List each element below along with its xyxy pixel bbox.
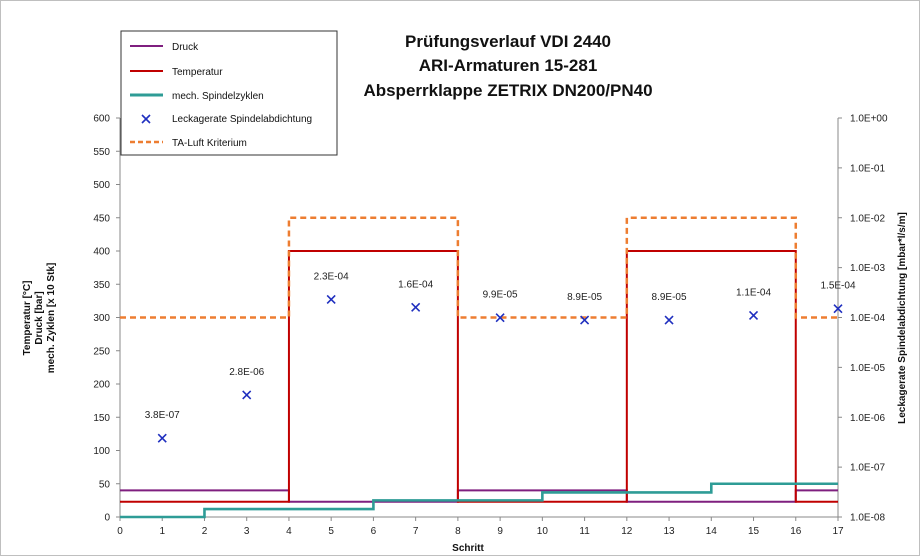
data-point-leckagerate-spindelabdichtung (411, 302, 421, 312)
legend-label-ta-luft: TA-Luft Kriterium (172, 138, 247, 149)
y2-tick-label: 1.0E-06 (850, 413, 885, 424)
data-label-leckagerate-spindelabdichtung: 1.5E-04 (820, 281, 855, 292)
x-tick-label: 11 (579, 526, 590, 537)
y-tick-label: 550 (93, 147, 110, 158)
y2-tick-label: 1.0E-07 (850, 463, 885, 474)
x-tick-label: 13 (663, 526, 675, 537)
x-tick-label: 16 (790, 526, 802, 537)
chart-title-line-1: Prüfungsverlauf VDI 2440 (405, 32, 611, 51)
legend-label-zyklen: mech. Spindelzyklen (172, 91, 264, 102)
axes (119, 118, 839, 518)
y2-tick-label: 1.0E-08 (850, 513, 885, 524)
y2-tick-label: 1.0E-04 (850, 313, 885, 324)
y2-tick-label: 1.0E-05 (850, 363, 885, 374)
data-label-leckagerate-spindelabdichtung: 2.8E-06 (229, 367, 264, 378)
data-point-leckagerate-spindelabdichtung (833, 304, 843, 314)
y-tick-label: 400 (93, 247, 110, 258)
legend-label-druck: Druck (172, 42, 199, 53)
marker-layer: 3.8E-07 2.8E-06 2.3E-04 1.6E-04 9.9E-05 8.9E-… (145, 271, 856, 443)
y2-tick-label: 1.0E+00 (850, 114, 888, 125)
y-axis-label-line-3: mech. Zyklen [x 10 Stk] (46, 263, 57, 374)
data-label-leckagerate-spindelabdichtung: 1.1E-04 (736, 287, 771, 298)
x-tick-label: 0 (117, 526, 123, 537)
y-tick-label: 150 (93, 413, 110, 424)
y2-tick-label: 1.0E-01 (850, 163, 885, 174)
data-label-leckagerate-spindelabdichtung: 3.8E-07 (145, 410, 180, 421)
y-tick-label: 450 (93, 213, 110, 224)
x-tick-label: 7 (413, 526, 419, 537)
x-tick-label: 6 (371, 526, 377, 537)
data-point-leckagerate-spindelabdichtung (748, 310, 759, 321)
y-tick-label: 300 (93, 313, 110, 324)
x-axis-label: Schritt (452, 543, 484, 554)
y2-axis-ticks: 1.0E-08 1.0E-07 1.0E-06 1.0E-05 1.0E-04 1.0E-… (838, 114, 888, 524)
y2-axis-label: Leckagerate Spindelabdichtung [mbar*l/s/… (897, 212, 908, 424)
y-tick-label: 350 (93, 280, 110, 291)
x-tick-label: 4 (286, 526, 292, 537)
y-axis-ticks: 0 50 100 150 200 250 300 350 400 450 500 550 600 (93, 114, 120, 524)
y-tick-label: 600 (93, 114, 110, 125)
legend-label-leckagerate: Leckagerate Spindelabdichtung (172, 114, 312, 125)
legend: Druck Temperatur mech. Spindelzyklen Lec… (120, 30, 338, 156)
data-label-leckagerate-spindelabdichtung: 8.9E-05 (567, 292, 602, 303)
x-tick-label: 17 (832, 526, 844, 537)
data-point-leckagerate-spindelabdichtung (495, 313, 505, 323)
legend-label-temperatur: Temperatur (172, 67, 223, 78)
chart-title-line-3: Absperrklappe ZETRIX DN200/PN40 (363, 81, 652, 100)
x-tick-label: 3 (244, 526, 250, 537)
y-tick-label: 500 (93, 180, 110, 191)
data-point-leckagerate-spindelabdichtung (664, 315, 674, 325)
x-axis-ticks: 0 1 2 3 4 5 6 7 8 9 10 11 12 13 14 15 16 17 (117, 517, 844, 537)
y-tick-label: 200 (93, 380, 110, 391)
data-label-leckagerate-spindelabdichtung: 9.9E-05 (483, 290, 518, 301)
legend-swatch-leckagerate (141, 114, 151, 124)
y-tick-label: 50 (99, 479, 111, 490)
series-line-ta-luft-kriterium (120, 216, 838, 319)
y-tick-label: 250 (93, 346, 110, 357)
x-tick-label: 15 (748, 526, 760, 537)
series-layer (120, 216, 838, 519)
x-tick-label: 2 (202, 526, 208, 537)
x-tick-label: 5 (328, 526, 334, 537)
y2-tick-label: 1.0E-02 (850, 213, 885, 224)
y-tick-label: 100 (93, 446, 110, 457)
data-point-leckagerate-spindelabdichtung (326, 294, 336, 305)
x-tick-label: 9 (497, 526, 503, 537)
y-axis-label-line-1: Temperatur [°C] (22, 281, 33, 356)
y-tick-label: 0 (104, 513, 110, 524)
x-tick-label: 8 (455, 526, 461, 537)
data-point-leckagerate-spindelabdichtung (157, 433, 167, 443)
series-line-temperatur (120, 250, 838, 503)
y2-tick-label: 1.0E-03 (850, 263, 885, 274)
data-point-leckagerate-spindelabdichtung (242, 390, 252, 400)
y-axis-label-line-2: Druck [bar] (34, 291, 45, 344)
chart-title-line-2: ARI-Armaturen 15-281 (419, 56, 598, 75)
x-tick-label: 14 (706, 526, 718, 537)
legend-box (120, 30, 338, 156)
x-tick-label: 10 (537, 526, 549, 537)
series-line-mech-spindelzyklen (120, 482, 838, 519)
data-label-leckagerate-spindelabdichtung: 2.3E-04 (314, 271, 349, 282)
data-label-leckagerate-spindelabdichtung: 1.6E-04 (398, 279, 433, 290)
data-point-leckagerate-spindelabdichtung (580, 315, 590, 325)
data-label-leckagerate-spindelabdichtung: 8.9E-05 (652, 292, 687, 303)
x-tick-label: 1 (159, 526, 165, 537)
x-tick-label: 12 (621, 526, 633, 537)
